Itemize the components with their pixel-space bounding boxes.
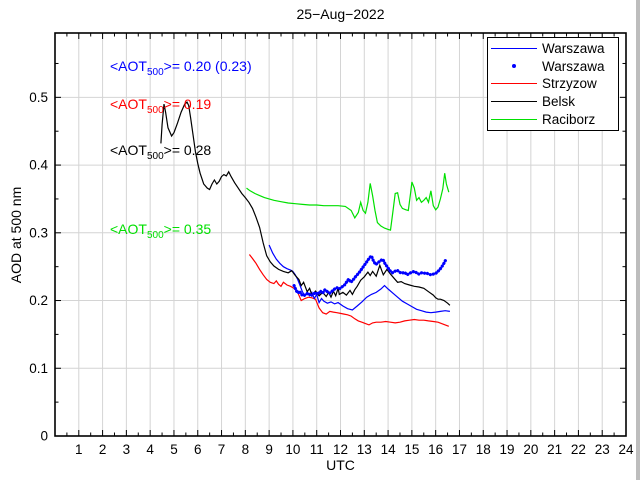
x-tick-label: 1 [75,442,83,457]
legend-label: Warszawa [542,41,605,57]
legend-label: Belsk [542,94,576,110]
x-tick-label: 21 [547,442,562,457]
line-sample-icon [488,118,540,120]
line-sample-icon [488,101,540,103]
y-tick-label: 0.1 [29,361,48,376]
legend: Warszawa Warszawa Strzyzow Belsk Racibor… [487,37,619,131]
x-tick-label: 9 [265,442,273,457]
series-belsk-line [160,101,451,306]
axis-box [54,32,627,437]
x-tick-label: 6 [194,442,202,457]
x-tick-label: 19 [500,442,515,457]
legend-entry-warszawa-dots: Warszawa [488,58,618,76]
y-tick-label: 0.2 [29,293,48,308]
dot-sample-icon [488,64,540,69]
line-sample-icon [488,83,540,85]
series-warszawa-dots [292,252,448,298]
x-tick-label: 14 [381,442,397,457]
x-tick-label: 15 [404,442,419,457]
window-right-edge [636,0,640,480]
x-tick-label: 10 [285,442,300,457]
x-tick-label: 20 [523,442,538,457]
annotation-warszawa-mean: <AOT500>= 0.20 (0.23) [110,58,252,78]
x-tick-label: 8 [242,442,250,457]
legend-entry-strzyzow: Strzyzow [488,75,618,93]
x-tick-label: 23 [595,442,610,457]
x-tick-label: 4 [146,442,154,457]
x-tick-label: 18 [476,442,491,457]
x-tick-label: 13 [357,442,372,457]
series-raciborz-line [246,173,450,231]
legend-label: Raciborz [542,111,596,127]
x-tick-label: 7 [218,442,226,457]
x-tick-label: 17 [452,442,467,457]
y-axis-title: AOD at 500 nm [8,186,24,284]
x-tick-label: 12 [333,442,348,457]
y-tick-label: 0.3 [29,225,48,240]
x-tick-label: 2 [99,442,107,457]
legend-entry-raciborz: Raciborz [488,110,618,128]
chart-title: 25−Aug−2022 [296,6,385,22]
y-tick-label: 0.4 [29,158,48,173]
legend-label: Warszawa [542,58,605,74]
legend-entry-warszawa-line: Warszawa [488,40,618,58]
series-warszawa-line [268,244,450,314]
y-tick-label: 0 [40,429,48,444]
x-axis-title: UTC [326,457,355,473]
line-sample-icon [488,48,540,50]
x-tick-label: 3 [123,442,131,457]
legend-entry-belsk: Belsk [488,93,618,111]
x-tick-label: 16 [428,442,443,457]
legend-label: Strzyzow [542,76,597,92]
annotation-raciborz-mean: <AOT500>= 0.35 [110,221,212,241]
x-tick-label: 5 [170,442,178,457]
x-tick-label: 24 [618,442,634,457]
series-strzyzow-line [248,254,450,327]
y-tick-label: 0.5 [29,90,48,105]
x-tick-label: 11 [310,442,324,457]
x-tick-label: 22 [571,442,586,457]
annotation-belsk-mean: <AOT500>= 0.28 [110,142,212,162]
annotation-strzyzow-mean: <AOT500>= 0.19 [110,96,212,116]
